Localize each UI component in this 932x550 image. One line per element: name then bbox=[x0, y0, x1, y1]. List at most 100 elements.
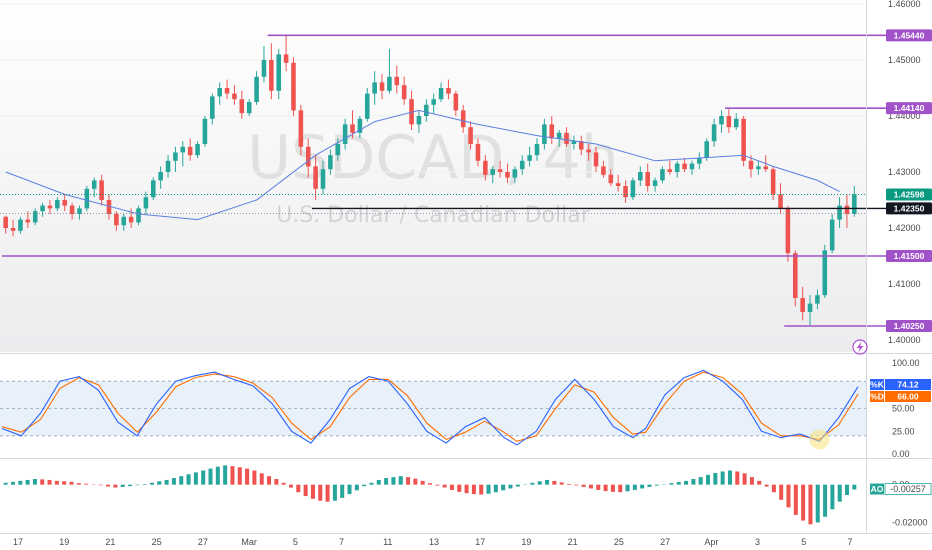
candle[interactable] bbox=[401, 76, 407, 105]
candle[interactable] bbox=[829, 214, 835, 254]
candle[interactable] bbox=[106, 194, 112, 220]
candle[interactable] bbox=[741, 116, 746, 167]
candle[interactable] bbox=[342, 118, 348, 150]
candle[interactable] bbox=[623, 180, 628, 203]
candle[interactable] bbox=[578, 135, 584, 156]
candle[interactable] bbox=[549, 116, 555, 144]
candle[interactable] bbox=[84, 186, 90, 212]
candle[interactable] bbox=[18, 216, 23, 234]
candle[interactable] bbox=[320, 160, 326, 195]
candle[interactable] bbox=[313, 155, 318, 200]
candle[interactable] bbox=[645, 163, 650, 192]
candle[interactable] bbox=[10, 219, 16, 237]
candle[interactable] bbox=[246, 99, 252, 116]
candle[interactable] bbox=[527, 146, 532, 167]
candle[interactable] bbox=[593, 146, 599, 172]
candle[interactable] bbox=[748, 155, 754, 178]
candle[interactable] bbox=[431, 93, 436, 114]
candle[interactable] bbox=[615, 174, 621, 192]
candle[interactable] bbox=[269, 43, 274, 100]
candle[interactable] bbox=[47, 200, 53, 214]
candle[interactable] bbox=[638, 166, 643, 186]
candle[interactable] bbox=[136, 205, 141, 226]
candle[interactable] bbox=[424, 99, 429, 122]
candle[interactable] bbox=[298, 104, 304, 156]
candle[interactable] bbox=[674, 160, 680, 178]
candle[interactable] bbox=[534, 138, 540, 161]
candle[interactable] bbox=[630, 177, 636, 200]
candle[interactable] bbox=[542, 118, 547, 150]
candle[interactable] bbox=[328, 149, 333, 175]
candle[interactable] bbox=[733, 113, 739, 130]
candle[interactable] bbox=[416, 110, 422, 133]
candle[interactable] bbox=[719, 110, 724, 133]
candle[interactable] bbox=[505, 163, 510, 184]
candle[interactable] bbox=[77, 205, 82, 220]
candle[interactable] bbox=[475, 138, 481, 167]
candle[interactable] bbox=[697, 152, 702, 170]
candle[interactable] bbox=[217, 82, 222, 105]
candle[interactable] bbox=[453, 90, 459, 116]
candle[interactable] bbox=[232, 85, 237, 105]
candle[interactable] bbox=[69, 202, 75, 220]
candle[interactable] bbox=[807, 295, 813, 326]
stochastic-k-badge[interactable]: %K 74.12 bbox=[870, 379, 931, 390]
stochastic-d-badge[interactable]: %D 66.00 bbox=[870, 391, 931, 402]
current-price-badge[interactable]: 1.42598 bbox=[886, 188, 932, 201]
candle[interactable] bbox=[254, 71, 259, 105]
candle[interactable] bbox=[239, 90, 245, 119]
candle[interactable] bbox=[660, 166, 665, 184]
candle[interactable] bbox=[372, 71, 377, 105]
candle[interactable] bbox=[519, 155, 525, 175]
candle[interactable] bbox=[490, 166, 496, 184]
level-price-badge[interactable]: 1.44140 bbox=[886, 102, 932, 115]
candle[interactable] bbox=[394, 65, 400, 94]
candle[interactable] bbox=[158, 166, 163, 189]
candle[interactable] bbox=[726, 109, 732, 133]
candle[interactable] bbox=[150, 177, 156, 200]
awesome-oscillator-pane[interactable] bbox=[3, 465, 857, 525]
candle[interactable] bbox=[438, 82, 444, 102]
candle[interactable] bbox=[468, 121, 473, 150]
candle[interactable] bbox=[652, 177, 658, 192]
candle[interactable] bbox=[261, 46, 267, 83]
candle[interactable] bbox=[601, 160, 606, 178]
candle[interactable] bbox=[770, 166, 776, 200]
candle[interactable] bbox=[291, 57, 296, 116]
candle[interactable] bbox=[852, 186, 857, 217]
candle[interactable] bbox=[800, 286, 805, 321]
candle[interactable] bbox=[792, 250, 798, 307]
candle[interactable] bbox=[822, 244, 828, 298]
candle[interactable] bbox=[3, 215, 8, 234]
candle[interactable] bbox=[91, 177, 97, 198]
candle[interactable] bbox=[608, 169, 614, 186]
candle[interactable] bbox=[357, 116, 363, 139]
candle[interactable] bbox=[512, 166, 518, 184]
candle[interactable] bbox=[32, 208, 38, 226]
candle[interactable] bbox=[276, 48, 282, 100]
candle[interactable] bbox=[165, 155, 171, 178]
candle[interactable] bbox=[689, 160, 695, 175]
candle[interactable] bbox=[210, 93, 215, 125]
candle[interactable] bbox=[815, 289, 820, 310]
candle[interactable] bbox=[756, 160, 761, 175]
lightning-icon[interactable] bbox=[852, 339, 868, 355]
candle[interactable] bbox=[844, 194, 850, 228]
candle[interactable] bbox=[446, 79, 451, 100]
candle[interactable] bbox=[837, 197, 842, 228]
candle[interactable] bbox=[682, 158, 687, 172]
candle[interactable] bbox=[571, 135, 577, 150]
candle[interactable] bbox=[387, 48, 392, 94]
candle[interactable] bbox=[224, 79, 230, 100]
candle[interactable] bbox=[180, 141, 186, 167]
candle[interactable] bbox=[202, 116, 208, 147]
candle[interactable] bbox=[483, 155, 488, 181]
candle[interactable] bbox=[305, 138, 311, 178]
candle[interactable] bbox=[283, 34, 289, 72]
level-price-badge[interactable]: 1.41500 bbox=[886, 250, 932, 262]
candle[interactable] bbox=[173, 146, 178, 172]
candle[interactable] bbox=[143, 191, 149, 214]
main-price-pane[interactable] bbox=[0, 3, 886, 341]
candle[interactable] bbox=[564, 127, 569, 147]
